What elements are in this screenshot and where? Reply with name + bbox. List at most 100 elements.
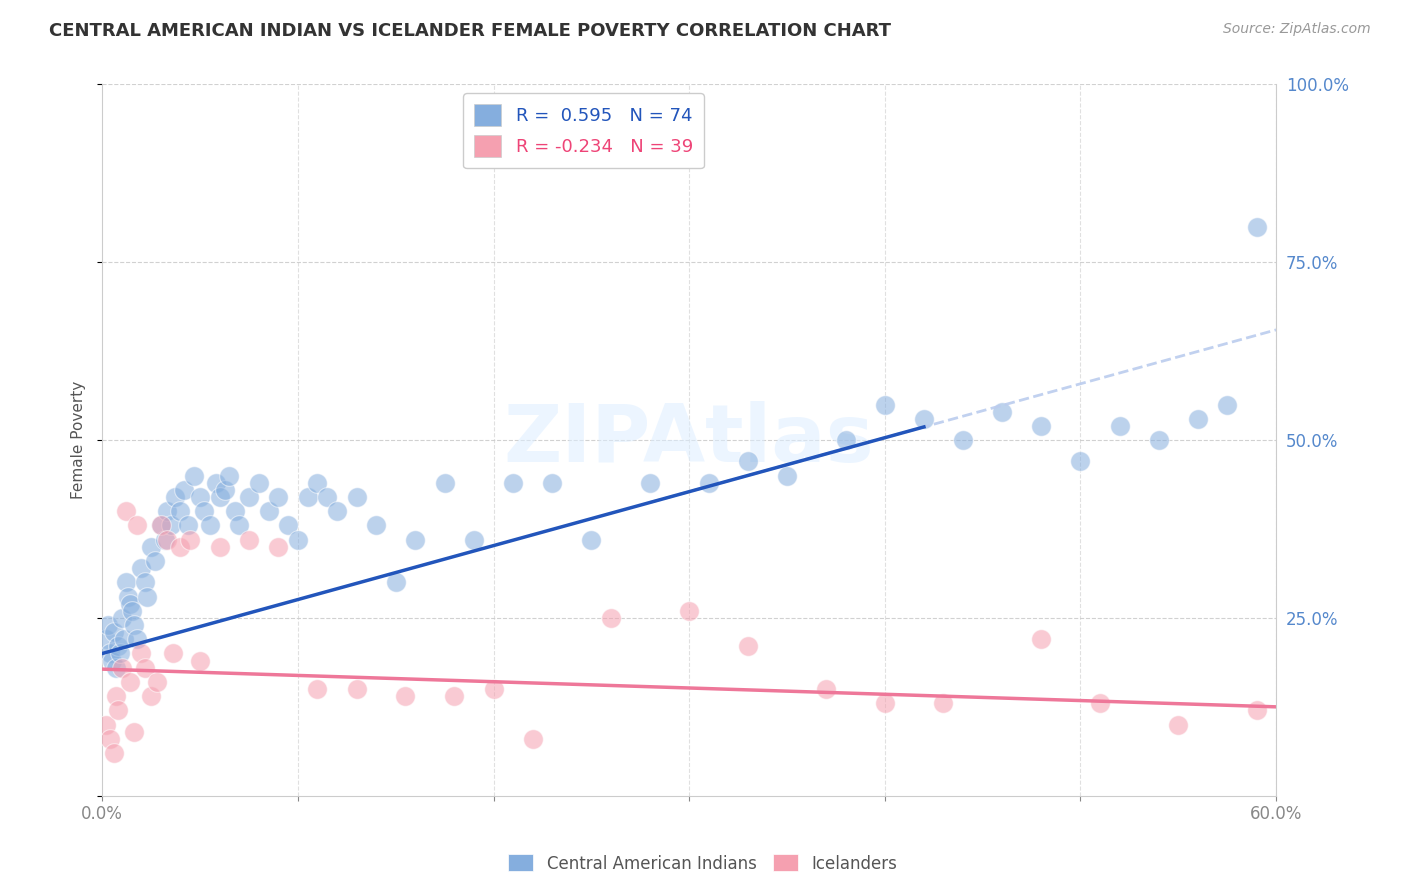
Point bbox=[139, 540, 162, 554]
Point bbox=[149, 518, 172, 533]
Point bbox=[228, 518, 250, 533]
Point bbox=[384, 575, 406, 590]
Point bbox=[307, 475, 329, 490]
Point bbox=[638, 475, 661, 490]
Point bbox=[107, 640, 129, 654]
Point bbox=[247, 475, 270, 490]
Point bbox=[103, 625, 125, 640]
Point bbox=[104, 689, 127, 703]
Point bbox=[183, 468, 205, 483]
Point bbox=[112, 632, 135, 647]
Point bbox=[502, 475, 524, 490]
Point bbox=[169, 504, 191, 518]
Point bbox=[153, 533, 176, 547]
Point bbox=[463, 533, 485, 547]
Point bbox=[404, 533, 426, 547]
Point bbox=[134, 575, 156, 590]
Legend: Central American Indians, Icelanders: Central American Indians, Icelanders bbox=[502, 847, 904, 880]
Point bbox=[156, 504, 179, 518]
Point bbox=[122, 618, 145, 632]
Point bbox=[139, 689, 162, 703]
Text: Source: ZipAtlas.com: Source: ZipAtlas.com bbox=[1223, 22, 1371, 37]
Point bbox=[257, 504, 280, 518]
Point bbox=[834, 433, 856, 447]
Point bbox=[208, 540, 231, 554]
Point bbox=[1031, 632, 1053, 647]
Point bbox=[1246, 703, 1268, 717]
Point bbox=[204, 475, 226, 490]
Point bbox=[952, 433, 974, 447]
Point bbox=[346, 681, 368, 696]
Point bbox=[162, 647, 184, 661]
Point bbox=[443, 689, 465, 703]
Point bbox=[127, 632, 149, 647]
Point bbox=[697, 475, 720, 490]
Point bbox=[541, 475, 564, 490]
Point bbox=[122, 724, 145, 739]
Point bbox=[737, 454, 759, 468]
Point bbox=[121, 604, 143, 618]
Point bbox=[277, 518, 299, 533]
Point bbox=[815, 681, 838, 696]
Point bbox=[1069, 454, 1091, 468]
Point bbox=[179, 533, 201, 547]
Point bbox=[366, 518, 388, 533]
Point bbox=[111, 611, 134, 625]
Point bbox=[1147, 433, 1170, 447]
Point bbox=[198, 518, 221, 533]
Point bbox=[873, 696, 896, 710]
Point bbox=[114, 504, 136, 518]
Point bbox=[1108, 418, 1130, 433]
Point bbox=[932, 696, 955, 710]
Point bbox=[143, 554, 166, 568]
Point bbox=[316, 490, 339, 504]
Point bbox=[522, 731, 544, 746]
Point bbox=[991, 404, 1014, 418]
Point bbox=[433, 475, 456, 490]
Point bbox=[678, 604, 700, 618]
Point bbox=[238, 533, 260, 547]
Point bbox=[1167, 717, 1189, 731]
Point bbox=[1216, 398, 1239, 412]
Point bbox=[177, 518, 200, 533]
Point bbox=[117, 590, 139, 604]
Point bbox=[297, 490, 319, 504]
Point bbox=[482, 681, 505, 696]
Point bbox=[159, 518, 181, 533]
Point bbox=[103, 746, 125, 760]
Point bbox=[737, 640, 759, 654]
Point bbox=[131, 647, 153, 661]
Point bbox=[326, 504, 349, 518]
Point bbox=[193, 504, 215, 518]
Point bbox=[131, 561, 153, 575]
Point bbox=[1187, 411, 1209, 425]
Point bbox=[267, 540, 290, 554]
Point bbox=[118, 597, 141, 611]
Y-axis label: Female Poverty: Female Poverty bbox=[72, 381, 86, 500]
Point bbox=[169, 540, 191, 554]
Point bbox=[136, 590, 159, 604]
Point bbox=[104, 661, 127, 675]
Point bbox=[108, 647, 131, 661]
Point bbox=[238, 490, 260, 504]
Point bbox=[188, 490, 211, 504]
Point bbox=[94, 632, 117, 647]
Point bbox=[118, 675, 141, 690]
Point bbox=[156, 533, 179, 547]
Point bbox=[146, 675, 169, 690]
Point bbox=[873, 398, 896, 412]
Point bbox=[776, 468, 799, 483]
Point bbox=[307, 681, 329, 696]
Point bbox=[107, 703, 129, 717]
Point bbox=[1246, 219, 1268, 234]
Point bbox=[1031, 418, 1053, 433]
Point bbox=[97, 618, 120, 632]
Point bbox=[127, 518, 149, 533]
Point bbox=[581, 533, 603, 547]
Point bbox=[94, 717, 117, 731]
Point bbox=[214, 483, 236, 497]
Point bbox=[394, 689, 416, 703]
Point bbox=[173, 483, 195, 497]
Point bbox=[188, 654, 211, 668]
Point bbox=[346, 490, 368, 504]
